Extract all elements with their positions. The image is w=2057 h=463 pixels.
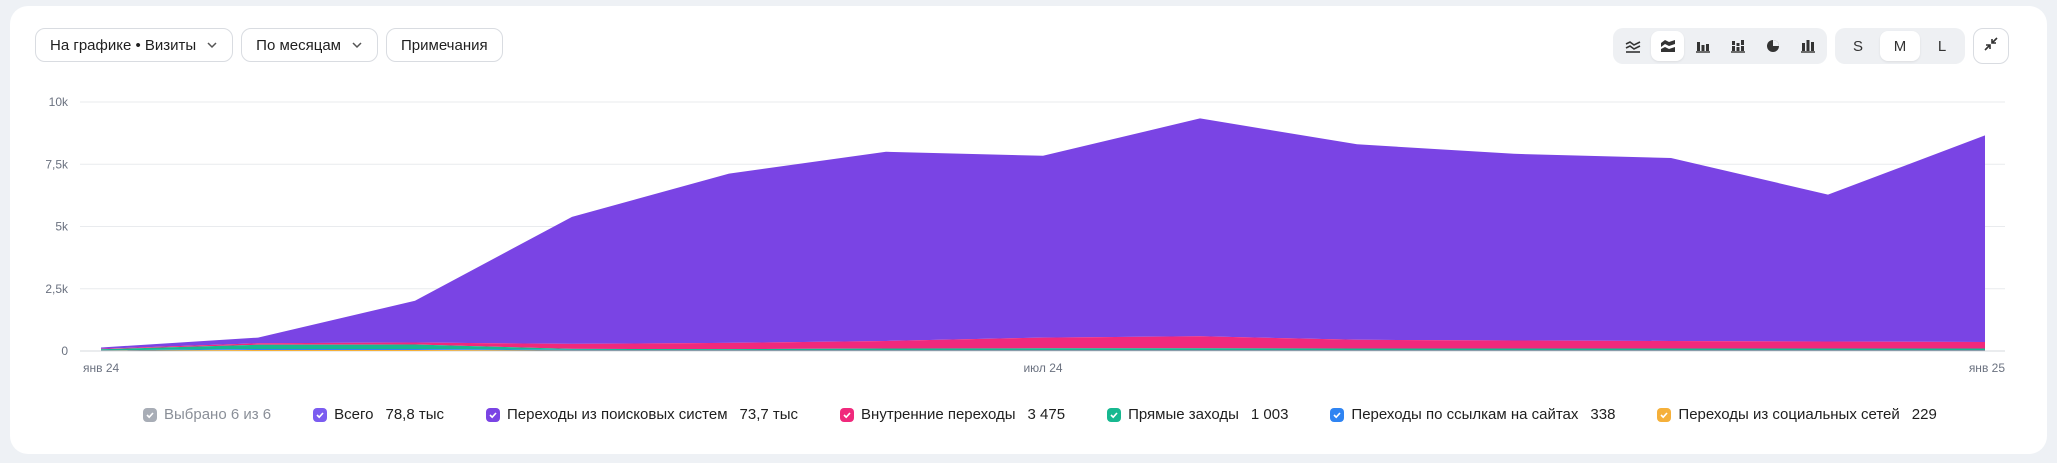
metric-dropdown-label: На графике • Визиты: [50, 36, 197, 54]
y-tick-label: 7,5k: [45, 157, 69, 171]
checkbox-icon: [1657, 407, 1672, 422]
x-tick-label: янв 25: [1969, 361, 2006, 375]
legend-item-label: Переходы из поисковых систем: [507, 406, 728, 423]
grouping-dropdown[interactable]: По месяцам: [241, 28, 378, 62]
area-chart-icon[interactable]: [1651, 31, 1684, 61]
legend-item-value: 1 003: [1250, 406, 1289, 423]
pie-chart-icon[interactable]: [1756, 31, 1789, 61]
area-chart: 0 2,5k 5k 7,5k 10k янв 24 июл 24 янв 25: [45, 95, 2006, 375]
chart-legend: Выбрано 6 из 6 Всего 78,8 тыс Переходы и…: [143, 406, 1979, 423]
size-s-button[interactable]: S: [1852, 37, 1863, 55]
x-tick-label: июл 24: [1023, 361, 1062, 375]
area-series: [101, 336, 1985, 350]
chevron-down-icon: [206, 39, 218, 51]
y-tick-label: 5k: [55, 220, 69, 234]
size-m-button[interactable]: M: [1880, 31, 1920, 61]
notes-button[interactable]: Примечания: [386, 28, 503, 62]
checkbox-icon: [840, 407, 855, 422]
legend-item-search[interactable]: Переходы из поисковых систем 73,7 тыс: [486, 406, 798, 423]
line-chart-icon[interactable]: [1616, 31, 1649, 61]
chart-toolbar: На графике • Визиты По месяцам Примечани…: [35, 28, 503, 62]
y-tick-label: 2,5k: [45, 282, 69, 296]
chart-view-controls: S M L: [1613, 28, 2009, 64]
legend-item-label: Переходы из социальных сетей: [1678, 406, 1900, 423]
chart-size-switcher: S M L: [1835, 28, 1965, 64]
area-series: [101, 118, 1985, 349]
legend-item-value: 229: [1911, 406, 1937, 423]
metric-dropdown[interactable]: На графике • Визиты: [35, 28, 234, 62]
legend-item-value: 338: [1590, 406, 1616, 423]
y-tick-label: 10k: [49, 95, 69, 109]
legend-item-social[interactable]: Переходы из социальных сетей 229: [1657, 406, 1937, 423]
legend-item-internal[interactable]: Внутренние переходы 3 475: [840, 406, 1065, 423]
area-series: [101, 344, 1985, 351]
legend-selected-label: Выбрано 6 из 6: [164, 406, 272, 423]
column-chart-icon[interactable]: [1791, 31, 1824, 61]
stacked-bar-chart-icon[interactable]: [1721, 31, 1754, 61]
y-tick-label: 0: [61, 344, 68, 358]
legend-item-direct[interactable]: Прямые заходы 1 003: [1107, 406, 1288, 423]
legend-select-all[interactable]: Выбрано 6 из 6: [143, 406, 271, 423]
legend-item-links[interactable]: Переходы по ссылкам на сайтах 338: [1330, 406, 1615, 423]
legend-item-value: 78,8 тыс: [385, 406, 444, 423]
chart-type-switcher: [1613, 28, 1827, 64]
legend-item-label: Прямые заходы: [1128, 406, 1239, 423]
area-series: [101, 350, 1985, 351]
legend-item-label: Внутренние переходы: [861, 406, 1016, 423]
grouping-dropdown-label: По месяцам: [256, 36, 341, 54]
checkbox-icon: [1330, 407, 1345, 422]
bar-chart-icon[interactable]: [1686, 31, 1719, 61]
checkbox-icon: [313, 407, 328, 422]
legend-item-total[interactable]: Всего 78,8 тыс: [313, 406, 444, 423]
area-series: [101, 349, 1985, 351]
collapse-icon: [1983, 36, 1999, 57]
legend-item-label: Всего: [334, 406, 374, 423]
legend-item-label: Переходы по ссылкам на сайтах: [1351, 406, 1579, 423]
legend-item-value: 3 475: [1027, 406, 1066, 423]
checkbox-icon: [486, 407, 500, 422]
checkbox-icon: [143, 407, 157, 422]
collapse-button[interactable]: [1973, 28, 2009, 64]
checkbox-icon: [1107, 407, 1122, 422]
size-l-button[interactable]: L: [1937, 37, 1947, 55]
notes-button-label: Примечания: [401, 36, 488, 54]
x-tick-label: янв 24: [83, 361, 120, 375]
chevron-down-icon: [351, 39, 363, 51]
legend-item-value: 73,7 тыс: [739, 406, 799, 423]
